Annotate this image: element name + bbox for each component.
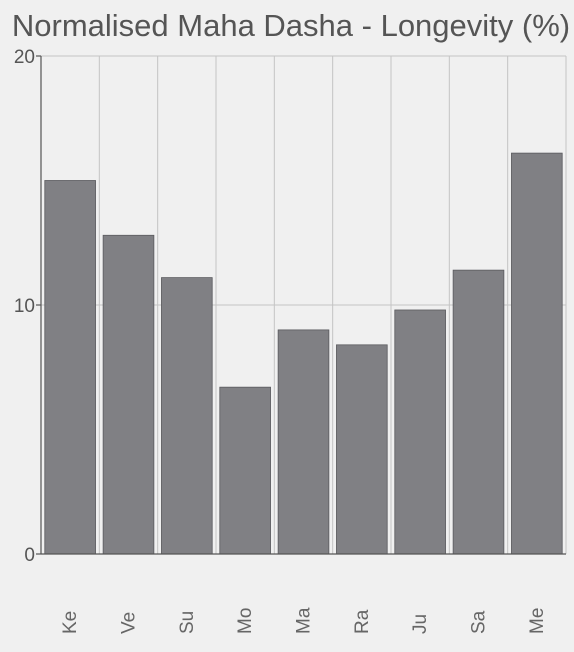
- x-category-label-ra: Ra: [352, 609, 373, 634]
- bar-ju: [394, 309, 446, 555]
- y-tick-label-0: 0: [24, 545, 35, 566]
- x-category-label-ma: Ma: [294, 607, 315, 634]
- x-category-labels: Ke Ve Su Mo Ma Ra Ju Sa Me: [60, 607, 548, 634]
- bar-me: [511, 152, 563, 555]
- x-category-label-ju: Ju: [410, 614, 431, 634]
- axes: [36, 55, 566, 555]
- y-tick-label-20: 20: [14, 47, 35, 68]
- bar-ma: [277, 329, 330, 555]
- y-tick-label-10: 10: [14, 296, 35, 317]
- x-category-label-ke: Ke: [60, 611, 81, 634]
- bar-ve: [102, 234, 155, 555]
- bars: [44, 152, 563, 555]
- x-category-label-sa: Sa: [469, 610, 490, 634]
- bar-ke: [44, 180, 96, 555]
- x-category-label-su: Su: [177, 611, 198, 634]
- x-category-label-mo: Mo: [235, 608, 256, 634]
- bar-ra: [336, 344, 388, 555]
- chart-title: Normalised Maha Dasha - Longevity (%): [12, 8, 570, 43]
- x-category-label-me: Me: [527, 608, 548, 634]
- y-tick-labels: 0 10 20: [14, 47, 35, 566]
- bar-mo: [219, 386, 271, 555]
- grid-lines: [40, 55, 567, 555]
- x-category-label-ve: Ve: [119, 612, 140, 634]
- bar-sa: [452, 269, 505, 555]
- bar-su: [161, 277, 213, 555]
